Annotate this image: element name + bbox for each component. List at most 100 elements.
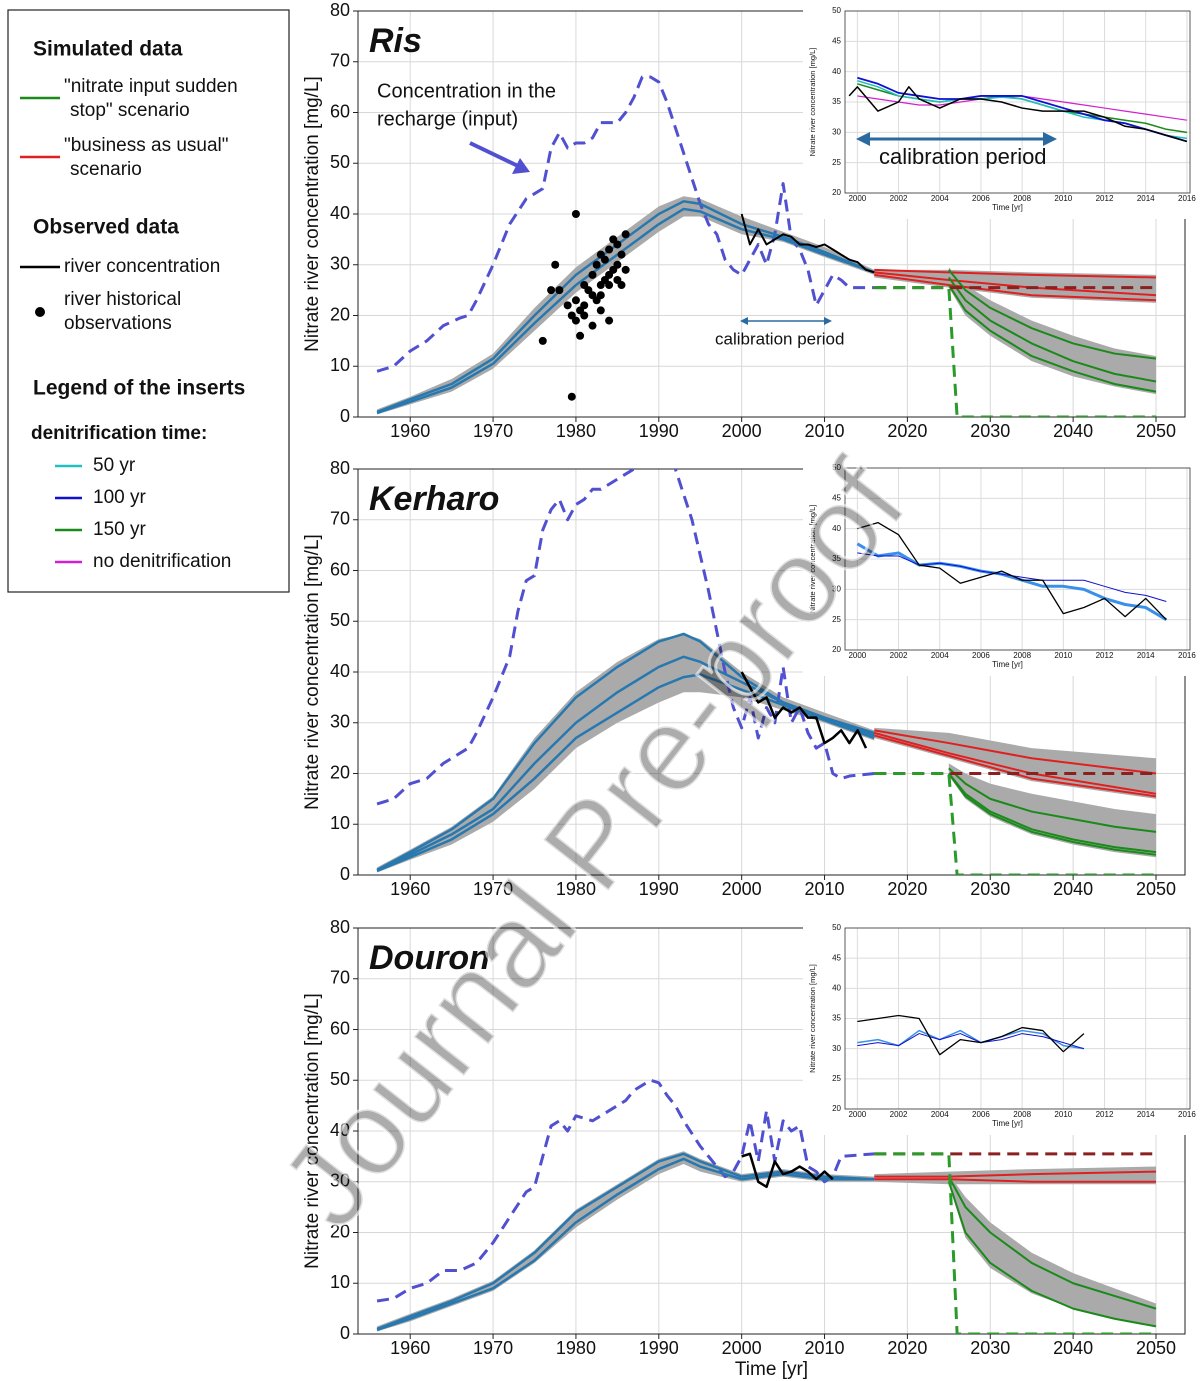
inset-x-tick-label: 2002 <box>890 1110 908 1119</box>
inset-y-tick-label: 45 <box>832 36 841 45</box>
inset-x-tick-label: 2004 <box>931 1110 949 1119</box>
observation-point <box>588 321 597 330</box>
inset-x-tick-label: 2012 <box>1096 651 1114 660</box>
inset-y-tick-label: 35 <box>832 97 841 106</box>
y-tick-label: 10 <box>330 1272 350 1292</box>
inset-y-tick-label: 35 <box>832 554 841 563</box>
y-tick-label: 0 <box>340 1323 350 1343</box>
y-tick-label: 80 <box>330 458 350 478</box>
inset-x-tick-label: 2006 <box>972 194 990 203</box>
inset-y-tick-label: 20 <box>832 188 841 197</box>
series-line <box>874 729 1157 775</box>
recharge-annotation: recharge (input) <box>377 108 518 130</box>
arrow-head <box>740 317 748 325</box>
inset-x-tick-label: 2008 <box>1013 1110 1031 1119</box>
x-tick-label: 1980 <box>556 879 596 899</box>
inset-y-tick-label: 20 <box>832 1104 841 1113</box>
x-tick-label: 2050 <box>1136 879 1176 899</box>
observation-point <box>613 240 622 249</box>
x-tick-label: 2020 <box>887 1338 927 1358</box>
uncertainty-band <box>874 727 1156 799</box>
y-tick-label: 80 <box>330 0 350 20</box>
inset-x-tick-label: 2000 <box>848 1110 866 1119</box>
series-line <box>874 1178 1156 1183</box>
inset-x-tick-label: 2010 <box>1054 1110 1072 1119</box>
y-tick-label: 50 <box>330 1069 350 1089</box>
uncertainty-band <box>948 267 1156 395</box>
inset-x-tick-label: 2002 <box>890 651 908 660</box>
legend-label: 50 yr <box>93 455 136 476</box>
inset-x-tick-label: 2000 <box>848 651 866 660</box>
inset-x-tick-label: 2008 <box>1013 651 1031 660</box>
inset-y-tick-label: 45 <box>832 953 841 962</box>
x-tick-label: 2000 <box>722 879 762 899</box>
y-tick-label: 50 <box>330 152 350 172</box>
inset-y-tick-label: 20 <box>832 645 841 654</box>
x-tick-label: 2030 <box>970 1338 1010 1358</box>
legend-label: observations <box>64 313 172 334</box>
series-line <box>874 273 1157 302</box>
inset-x-axis-label: Time [yr] <box>992 203 1023 212</box>
calibration-label: calibration period <box>715 329 844 348</box>
y-tick-label: 30 <box>330 254 350 274</box>
series-line <box>740 671 868 749</box>
legend-label: "business as usual" <box>64 135 229 156</box>
series-line <box>376 1078 875 1303</box>
legend-label: no denitrification <box>93 551 231 572</box>
x-tick-label: 2020 <box>887 421 927 441</box>
inset-y-tick-label: 50 <box>832 6 841 15</box>
recharge-arrow <box>469 141 519 168</box>
series-line <box>874 286 1156 417</box>
x-tick-label: 2010 <box>805 1338 845 1358</box>
panel-title: Douron <box>369 939 490 977</box>
observation-point <box>551 260 560 269</box>
y-tick-label: 60 <box>330 559 350 579</box>
observation-point <box>617 281 626 290</box>
series-line <box>873 731 1157 795</box>
y-tick-label: 20 <box>330 1221 350 1241</box>
series-line <box>376 673 875 873</box>
inset-x-tick-label: 2012 <box>1096 194 1114 203</box>
x-tick-label: 2050 <box>1136 1338 1176 1358</box>
legend-heading: Simulated data <box>33 38 183 61</box>
series-line <box>948 772 1157 854</box>
inset-x-axis-label: Time [yr] <box>992 660 1023 669</box>
series-line <box>376 469 875 806</box>
inset-x-tick-label: 2010 <box>1054 651 1072 660</box>
legend-label: scenario <box>70 159 142 180</box>
inset-y-tick-label: 25 <box>832 615 841 624</box>
y-tick-label: 0 <box>340 406 350 426</box>
x-tick-label: 1960 <box>390 1338 430 1358</box>
series-line <box>948 767 1157 833</box>
x-tick-label: 2030 <box>970 879 1010 899</box>
inset-y-tick-label: 30 <box>832 584 841 593</box>
observation-point <box>580 311 589 320</box>
inset-line <box>857 1014 1085 1056</box>
inset-frame <box>844 10 1191 194</box>
inset-frame <box>844 467 1191 651</box>
legend-heading: Observed data <box>33 216 179 239</box>
inset-y-axis-label: Nitrate river concentration [mg/L] <box>808 964 817 1073</box>
inset-y-tick-label: 30 <box>832 1044 841 1053</box>
observation-point <box>596 306 605 315</box>
series-line <box>948 772 1157 856</box>
series-line <box>740 213 875 274</box>
y-tick-label: 20 <box>330 762 350 782</box>
uncertainty-band <box>948 1174 1156 1327</box>
series-line <box>874 271 1157 297</box>
x-tick-label: 2040 <box>1053 879 1093 899</box>
series-line <box>376 1152 875 1331</box>
y-tick-label: 40 <box>330 203 350 223</box>
observation-point <box>547 286 556 295</box>
y-tick-label: 50 <box>330 610 350 630</box>
uncertainty-band <box>377 196 875 415</box>
inset-x-tick-label: 2012 <box>1096 1110 1114 1119</box>
y-tick-label: 40 <box>330 661 350 681</box>
observation-point <box>555 286 564 295</box>
x-tick-label: 1990 <box>639 1338 679 1358</box>
arrow-head <box>512 158 530 174</box>
inset-y-tick-label: 50 <box>832 463 841 472</box>
inset-x-tick-label: 2014 <box>1137 194 1155 203</box>
x-tick-label: 1990 <box>639 421 679 441</box>
